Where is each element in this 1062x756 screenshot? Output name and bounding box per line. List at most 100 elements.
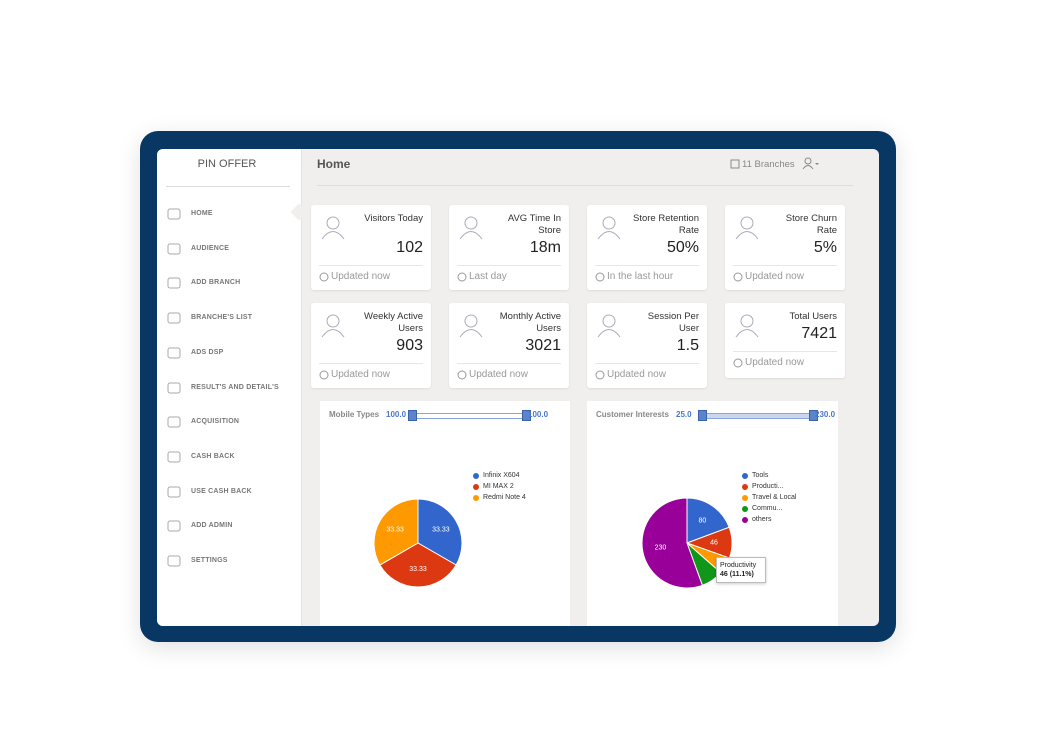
footer-icon <box>319 272 329 282</box>
icon-shape <box>464 216 478 230</box>
icon-shape <box>167 451 181 463</box>
card-value: 7421 <box>801 325 837 342</box>
legend-swatch <box>742 517 748 523</box>
nav-icon <box>167 382 181 393</box>
icon-shape <box>326 314 340 328</box>
nav-item[interactable]: USE CASH BACK <box>191 487 252 495</box>
stat-card: Session Per User 1.5 Updated now <box>587 303 707 388</box>
pie-slice <box>417 498 463 566</box>
chart-title: Mobile Types <box>329 410 380 419</box>
icon-shape <box>740 314 754 328</box>
filter-handle[interactable] <box>809 410 818 421</box>
tooltip-title: Productivity <box>720 562 757 569</box>
pie-slice <box>686 497 730 544</box>
card-value: 102 <box>396 239 423 256</box>
icon-shape <box>740 216 754 230</box>
card-icon <box>321 216 345 240</box>
card-icon <box>597 314 621 338</box>
icon-shape <box>167 555 181 567</box>
icon-shape <box>321 329 345 338</box>
slice-label: 33.33 <box>386 527 404 534</box>
card-icon <box>735 314 759 338</box>
icon-shape <box>733 272 743 282</box>
icon-shape <box>319 370 329 380</box>
legend-label: Tools <box>752 472 769 479</box>
card-title: Store Churn Rate <box>785 213 837 236</box>
filter-max: 100.0 <box>528 410 549 419</box>
legend-swatch <box>742 484 748 490</box>
nav-item[interactable]: BRANCHE'S LIST <box>191 314 253 322</box>
icon-shape <box>167 416 181 428</box>
stat-card: Store Churn Rate 5% Updated now <box>725 205 845 290</box>
chart-panel: Customer Interests 25.0 230.0 80 46 230 Tools P… <box>587 401 838 626</box>
nav-item[interactable]: AUDIENCE <box>191 244 230 252</box>
slice-label: 33.33 <box>432 527 450 534</box>
filter-min: 100.0 <box>386 410 407 419</box>
card-title: Monthly Active Users <box>499 311 561 334</box>
legend-swatch <box>742 495 748 501</box>
slice-label: 33.33 <box>409 566 427 573</box>
filter-handle[interactable] <box>522 410 531 421</box>
footer-icon <box>457 370 467 380</box>
nav-icon <box>167 277 181 289</box>
card-footer: Updated now <box>733 265 837 282</box>
screen: Home 11 Branches PIN OFFER HOME AUDIENCE A… <box>157 149 879 626</box>
legend-swatch <box>473 495 479 501</box>
nav-icon <box>167 555 181 567</box>
slice-label: 80 <box>699 518 707 525</box>
card-value: 50% <box>666 239 699 256</box>
nav-item[interactable]: SETTINGS <box>191 557 228 564</box>
nav-item[interactable]: CASH BACK <box>191 452 235 460</box>
filter-handle[interactable] <box>408 410 417 421</box>
user-menu[interactable] <box>802 157 820 171</box>
card-title: Total Users <box>789 311 837 322</box>
icon-shape <box>464 314 478 328</box>
icon-shape <box>459 329 483 338</box>
branches-dropdown[interactable]: 11 Branches <box>742 159 795 170</box>
nav-item[interactable]: ACQUISITION <box>191 418 240 426</box>
brand-rule <box>166 186 290 187</box>
card-value: 3021 <box>525 337 561 354</box>
pie-slice <box>641 497 704 589</box>
nav-item[interactable]: ADD ADMIN <box>191 522 233 530</box>
nav-icon <box>167 347 181 359</box>
nav-item[interactable]: RESULT'S AND DETAIL'S <box>191 383 279 391</box>
footer-icon <box>457 272 467 282</box>
card-icon <box>597 216 621 240</box>
nav-icon <box>167 486 181 498</box>
card-footer: In the last hour <box>595 265 699 282</box>
card-title: Store Retention Rate <box>632 213 699 236</box>
pie-chart: 33.33 33.33 33.33 <box>373 498 463 588</box>
icon-shape <box>597 231 621 240</box>
slice-label: 230 <box>655 545 667 552</box>
tooltip: Productivity 46 (11.1%) <box>716 557 766 583</box>
legend-swatch <box>742 473 748 479</box>
pie-chart: 80 46 230 <box>641 497 733 589</box>
header-rule <box>317 185 853 186</box>
legend-label: Travel & Local <box>752 494 797 501</box>
legend-label: Redmi Note 4 <box>483 494 526 501</box>
stat-card: Weekly Active Users 903 Updated now <box>311 303 431 388</box>
brand: PIN OFFER <box>197 158 257 170</box>
legend-label: Commu... <box>752 505 783 512</box>
footer-icon <box>595 272 605 282</box>
icon-shape <box>735 231 759 240</box>
nav-item[interactable]: ADS DSP <box>191 348 224 356</box>
icon-shape <box>326 216 340 230</box>
nav-item[interactable]: HOME <box>191 210 213 217</box>
nav-item[interactable]: ADD BRANCH <box>191 279 241 287</box>
sidebar: PIN OFFER HOME AUDIENCE ADD BRANCH BRANCHE'… <box>157 149 308 626</box>
card-footer: Updated now <box>595 363 699 380</box>
card-value: 5% <box>813 239 837 256</box>
chart-title: Customer Interests <box>596 410 669 419</box>
card-footer: Last day <box>457 265 561 282</box>
card-footer: Updated now <box>319 363 423 380</box>
icon-shape <box>602 314 616 328</box>
pie-slice <box>373 498 419 566</box>
nav-icon <box>167 208 181 220</box>
filter-handle[interactable] <box>698 410 707 421</box>
nav-icon <box>167 520 181 532</box>
card-title: AVG Time In Store <box>507 213 561 236</box>
legend-label: MI MAX 2 <box>483 483 514 490</box>
